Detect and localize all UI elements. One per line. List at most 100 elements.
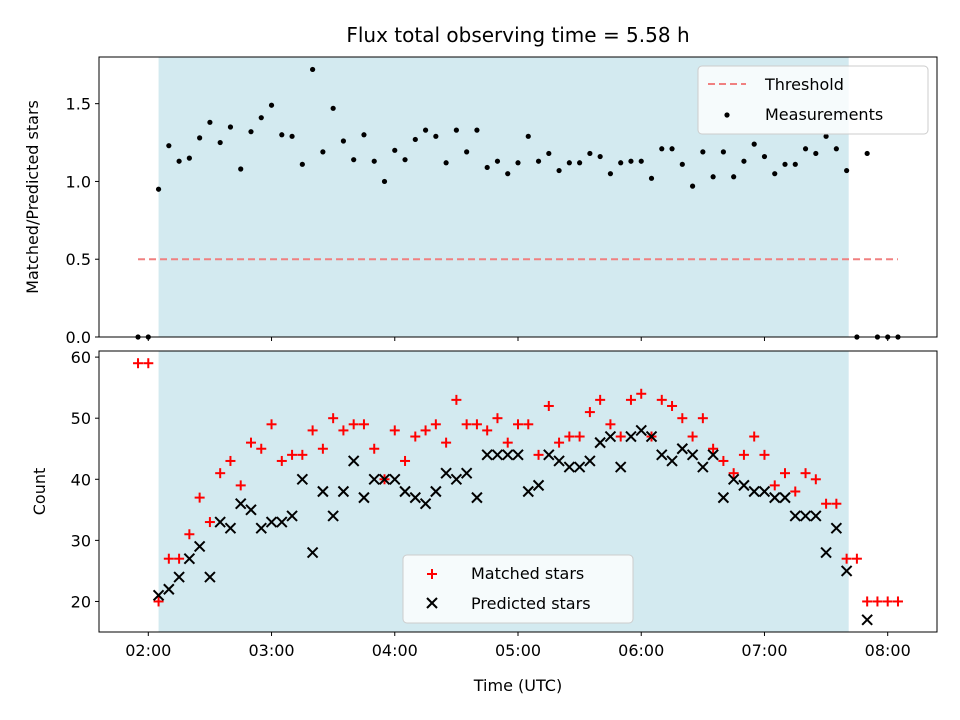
x-tick-label: 04:00 [372, 641, 418, 660]
measurement-point [279, 132, 285, 138]
matched-star-point [667, 400, 678, 411]
predicted-star-point [440, 467, 452, 479]
matched-star-point [831, 498, 842, 509]
matched-star-point [615, 431, 626, 442]
predicted-star-point [296, 473, 309, 485]
measurement-point [597, 153, 603, 160]
predicted-star-point [748, 485, 760, 498]
predicted-star-point [204, 571, 216, 583]
measurement-point [310, 66, 316, 73]
measurement-point [546, 150, 552, 157]
measurement-point [505, 171, 511, 177]
measurement-point [238, 166, 244, 172]
predicted-star-point [358, 491, 370, 504]
measurement-point [176, 158, 182, 164]
matched-star-point [441, 437, 452, 448]
matched-star-point [235, 480, 246, 491]
measurement-point [258, 115, 264, 121]
matched-star-point [810, 474, 821, 485]
measurement-point [299, 161, 305, 167]
measurement-point [402, 157, 408, 163]
predicted-star-point [656, 449, 668, 461]
matched-star-point [687, 431, 698, 442]
matched-star-point [492, 413, 503, 424]
matched-star-point [245, 437, 256, 448]
measurement-point [443, 160, 449, 166]
measurement-point [700, 149, 706, 155]
measurement-point [155, 186, 162, 192]
predicted-star-point [522, 485, 534, 498]
measurement-point [772, 171, 778, 177]
predicted-star-point [758, 485, 771, 498]
bottom-legend-box [402, 554, 634, 624]
predicted-star-point [152, 589, 165, 602]
measurement-point [679, 161, 685, 167]
matched-star-point [225, 455, 236, 466]
matched-star-point [697, 413, 708, 424]
measurement-point [628, 158, 634, 164]
measurement-point [566, 160, 572, 166]
measurement-point [494, 158, 501, 164]
matched-star-point [574, 431, 585, 442]
measurement-point [320, 149, 326, 155]
matched-star-point [297, 449, 308, 460]
predicted-stars-series [152, 424, 873, 626]
measurement-point [802, 146, 809, 152]
top-y-tick-label: 0.0 [66, 328, 91, 347]
predicted-star-point [717, 491, 730, 504]
measurement-point [823, 133, 829, 139]
predicted-star-point [861, 614, 873, 626]
predicted-star-point [789, 510, 801, 522]
matched-star-point [625, 394, 636, 405]
measurement-point [751, 141, 757, 147]
measurement-point [618, 160, 624, 166]
bottom-y-axis-label: Count [30, 468, 49, 516]
top-y-tick-label: 1.5 [66, 95, 91, 114]
matched-star-point [266, 419, 277, 430]
predicted-star-point [573, 461, 586, 473]
bottom-y-tick-label: 30 [71, 531, 91, 550]
predicted-star-point [245, 504, 257, 516]
measurement-point [741, 158, 747, 164]
predicted-star-point [563, 461, 576, 473]
predicted-star-point [450, 473, 463, 485]
predicted-star-point [635, 424, 647, 437]
x-tick-label: 03:00 [248, 641, 294, 660]
measurement-point [371, 158, 377, 164]
matched-star-point [307, 425, 318, 436]
predicted-star-point [224, 522, 237, 534]
matched-star-point [163, 553, 174, 564]
matched-star-point [892, 596, 903, 607]
matched-star-point [410, 431, 421, 442]
measurement-point [248, 129, 254, 135]
measurement-point [659, 146, 665, 152]
matched-star-point [174, 553, 185, 564]
matched-star-point [554, 437, 565, 448]
legend-threshold-label: Threshold [764, 75, 844, 94]
matched-star-point [328, 413, 339, 424]
measurement-point [669, 146, 675, 152]
measurement-point [607, 171, 614, 177]
matched-star-point [143, 358, 154, 369]
matched-star-point [430, 419, 441, 430]
top-legend: Threshold Measurements [697, 65, 929, 135]
matched-star-point [821, 498, 832, 509]
measurement-point [412, 136, 418, 143]
matched-star-point [184, 529, 195, 540]
bottom-axes-frame [98, 350, 938, 633]
matched-star-point [636, 388, 647, 399]
measurement-point [525, 133, 531, 139]
legend-predicted-label: Predicted stars [471, 594, 591, 613]
predicted-star-point [666, 455, 678, 467]
x-tick-label: 07:00 [741, 641, 787, 660]
predicted-star-point [235, 498, 247, 510]
matched-star-point [759, 449, 770, 460]
predicted-star-point [317, 485, 329, 498]
matched-stars-series [133, 358, 903, 607]
measurement-point [710, 174, 716, 180]
predicted-star-point [337, 485, 350, 498]
matched-star-point [133, 358, 144, 369]
predicted-star-point [553, 455, 565, 467]
predicted-star-point [594, 436, 606, 449]
bottom-axis-ticks: 20 30 40 50 60 02:00 03:00 04:00 05:00 06:00 07:00… [71, 348, 911, 660]
